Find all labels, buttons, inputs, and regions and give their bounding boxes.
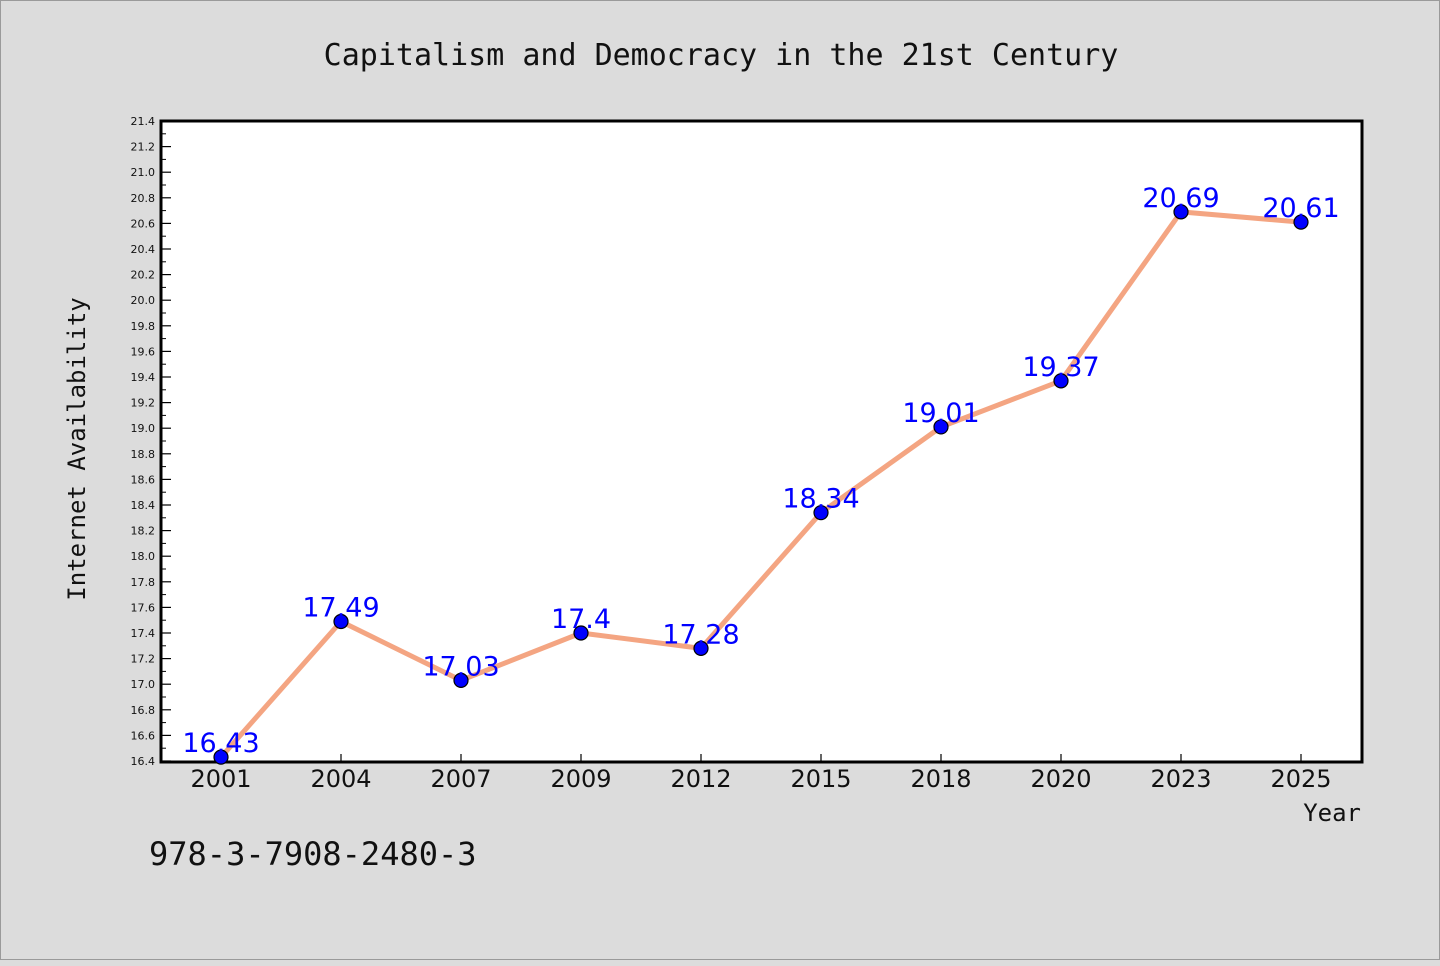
data-point-marker (333, 613, 349, 630)
data-label: 16.43 (182, 728, 259, 759)
x-tick-label: 2009 (550, 765, 611, 793)
x-tick-label: 2004 (310, 765, 371, 793)
y-tick-label: 19.6 (131, 345, 156, 358)
isbn-caption: 978-3-7908-2480-3 (149, 835, 477, 873)
data-point-marker (213, 749, 229, 765)
y-tick-label: 17.2 (131, 653, 156, 666)
x-tick-label: 2023 (1150, 765, 1211, 793)
y-tick-label: 18.4 (131, 499, 156, 512)
data-label: 19.37 (1022, 352, 1099, 383)
data-label: 20.61 (1262, 193, 1339, 224)
x-tick-label: 2025 (1270, 765, 1331, 793)
data-point-marker (1293, 214, 1309, 230)
y-tick-label: 18.6 (131, 473, 156, 486)
data-labels: 16.43 17.49 17.03 17.4 17.28 18.34 19.01 19.37 2… (182, 183, 1339, 759)
data-point-marker (453, 672, 469, 688)
y-tick-label: 18.8 (131, 448, 156, 461)
x-tick-label: 2018 (910, 765, 971, 793)
y-tick-label: 19.2 (131, 397, 156, 410)
y-tick-label: 19.4 (131, 371, 156, 384)
series-line-group (218, 209, 1304, 760)
y-tick-label: 16.8 (131, 704, 156, 717)
data-point-marker (1053, 373, 1069, 389)
y-tick-label: 17.6 (131, 601, 156, 614)
data-label: 17.4 (551, 604, 611, 635)
x-tick-label: 2020 (1030, 765, 1091, 793)
chart-title: Capitalism and Democracy in the 21st Cen… (324, 38, 1119, 73)
x-tick-label: 2015 (790, 765, 851, 793)
data-point-marker (573, 625, 589, 641)
y-tick-label: 20.0 (131, 294, 156, 307)
data-label: 17.49 (302, 592, 379, 623)
y-tick-label: 17.0 (131, 678, 156, 691)
y-tick-label: 20.8 (131, 192, 156, 205)
data-label: 18.34 (782, 484, 859, 515)
data-label: 19.01 (902, 398, 979, 429)
y-tick-label: 21.4 (131, 115, 156, 128)
y-tick-label: 19.8 (131, 320, 156, 333)
y-axis-label: Internet Availability (63, 297, 91, 600)
y-tick-label: 20.6 (131, 217, 156, 230)
y-tick-label: 21.2 (131, 141, 156, 154)
data-label: 17.03 (422, 651, 499, 682)
data-markers (213, 204, 1309, 765)
x-tick-label: 2012 (670, 765, 731, 793)
x-tick-label: 2001 (190, 765, 251, 793)
y-tick-label: 20.4 (131, 243, 156, 256)
y-tick-label: 20.2 (131, 269, 156, 282)
y-tick-label: 21.0 (131, 166, 156, 179)
y-axis-ticks: 16.4 16.6 16.8 17.0 17.2 17.4 17.6 17.8 18.0 18.2… (131, 115, 171, 768)
plot-area (159, 119, 1364, 764)
x-tick-label: 2007 (430, 765, 491, 793)
y-tick-label: 17.8 (131, 576, 156, 589)
x-axis-label: Year (1303, 799, 1361, 827)
data-label: 17.28 (662, 619, 739, 650)
y-tick-label: 19.0 (131, 422, 156, 435)
data-point-marker (933, 419, 949, 435)
y-tick-label: 18.0 (131, 550, 156, 563)
data-point-marker (813, 505, 829, 521)
y-tick-label: 16.6 (131, 729, 156, 742)
y-tick-label: 16.4 (131, 755, 156, 768)
data-label: 20.69 (1142, 183, 1219, 214)
data-point-marker (693, 640, 709, 656)
x-axis-ticks: 2001 2004 2007 2009 2012 2015 2018 2020 2023 2025 (190, 754, 1332, 793)
series-line (218, 209, 1304, 760)
y-tick-label: 18.2 (131, 525, 156, 538)
data-point-marker (1173, 204, 1189, 220)
y-tick-label: 17.4 (131, 627, 156, 640)
